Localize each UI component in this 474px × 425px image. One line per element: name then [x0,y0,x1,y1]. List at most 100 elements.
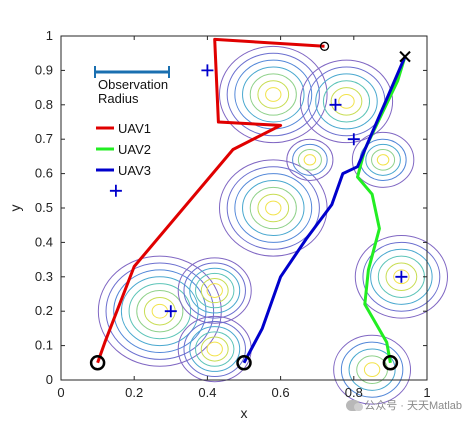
y-tick-label: 1 [46,28,53,43]
contour-ring [120,276,199,347]
contour-ring [128,283,192,340]
contour-ring [105,262,215,360]
contour-ring [363,362,381,378]
contour-ring [200,336,229,362]
uav-paths [96,37,407,364]
wechat-icon [346,399,364,411]
contour-ring [348,348,396,391]
legend-label-uav2: UAV2 [118,142,151,157]
contour-ring [385,262,418,292]
contour-ring [303,154,317,166]
contour-ring [297,149,322,171]
contour-ring [356,355,388,384]
target-marker [329,98,342,111]
contour-ring [206,283,223,298]
contour-ring [136,290,184,333]
contour-ring [234,59,313,130]
target-marker [164,305,177,318]
contour-ring [218,45,328,144]
contour-field [97,45,448,405]
contour-ring [183,262,246,319]
y-tick-label: 0.1 [35,338,53,353]
x-tick-label: 0.8 [345,385,363,400]
contour-ring [330,87,363,116]
contour-ring [257,193,290,223]
contour-ring [249,73,297,116]
y-tick-label: 0 [46,372,53,387]
contour-ring [365,143,401,176]
contour-ring [97,255,222,367]
markers [89,41,411,371]
contour-ring [242,179,305,237]
contour-ring [299,59,394,144]
contour-ring [189,267,241,314]
goal-circle [319,41,330,51]
observation-radius-label-line2: Radius [98,91,139,106]
contour-ring [315,73,378,130]
legend-label-uav1: UAV1 [118,121,151,136]
legend-label-uav3: UAV3 [118,163,151,178]
start-marker [382,355,399,371]
axes: 0 0.2 0.4 0.6 0.8 1 0 0.1 0.2 0.3 0.4 0.5 0.6 0.7 0.8 0… [35,28,431,400]
y-tick-label: 0.4 [35,234,53,249]
contour-ring [218,159,328,257]
contour-ring [307,66,386,137]
contour-ring [177,315,252,383]
x-tick-label: 1 [423,385,430,400]
contour-ring [249,186,297,230]
x-axis-label: x [241,405,248,421]
contour-ring [177,257,252,324]
contour-ring [370,248,433,305]
contour-ring [195,272,235,309]
contour-ring [200,278,229,304]
contour-ring [257,80,290,109]
contour-ring [242,66,305,123]
goal-cross [399,50,411,63]
contour-ring [226,166,320,250]
path-uav2 [356,56,407,364]
contour-ring [286,138,334,181]
path-uav3 [242,56,407,364]
contour-ring [393,269,410,285]
x-tick-label: 0.6 [272,385,290,400]
target-marker [109,184,122,197]
contour-ring [234,173,313,243]
contour-ring [226,52,320,137]
contour-ring [195,331,235,367]
y-tick-label: 0.6 [35,166,53,181]
watermark-text: 公众号 · 天天Matlab [364,400,462,412]
contour-ring [206,341,223,357]
watermark: 公众号 · 天天Matlab [346,397,462,413]
contour-ring [351,131,415,188]
y-tick-label: 0.9 [35,62,53,77]
x-tick-label: 0.2 [125,385,143,400]
contour-ring [265,200,282,216]
y-axis-label: y [7,205,23,212]
contour-ring [292,143,328,176]
y-tick-label: 0.2 [35,303,53,318]
contour-ring [371,149,396,171]
x-tick-label: 0.4 [198,385,216,400]
y-tick-label: 0.7 [35,131,53,146]
y-tick-label: 0.5 [35,200,53,215]
target-marker [395,270,408,283]
contour-ring [333,334,412,405]
contour-ring [265,87,282,102]
observation-radius-label-line1: Observation [98,77,168,92]
target-marker [201,64,214,77]
target-marker [347,133,360,146]
contour-ring [183,321,246,378]
path-uav1 [96,37,325,364]
contour-ring [376,154,390,166]
start-marker [236,355,252,371]
start-marker [89,355,106,371]
y-tick-label: 0.8 [35,97,53,112]
contour-ring [362,241,441,312]
x-tick-label: 0 [57,385,64,400]
contour-ring [340,341,404,398]
contour-ring [189,326,241,372]
y-tick-label: 0.3 [35,269,53,284]
contour-ring [354,235,448,319]
